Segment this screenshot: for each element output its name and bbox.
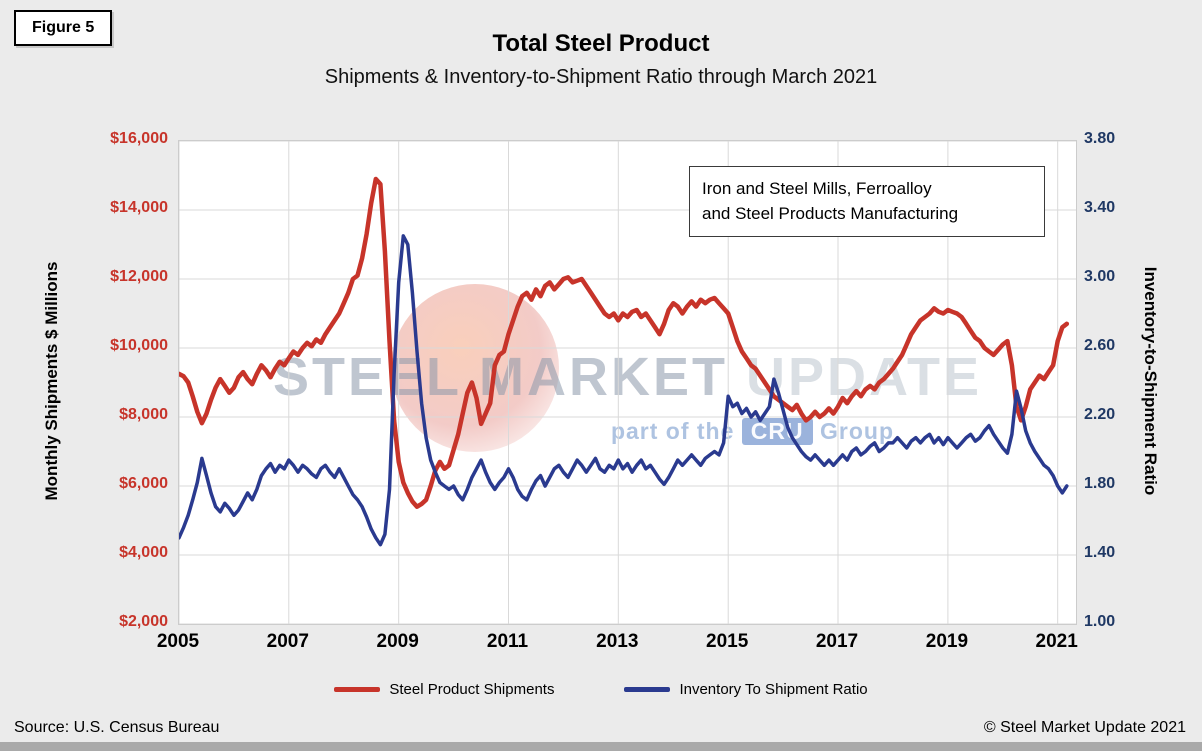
x-axis-tick-labels: 2005 2007 2009 2011 2013 2015 2017 2019 2021 — [157, 631, 1078, 659]
left-axis-title: Monthly Shipments $ Millions — [42, 261, 61, 501]
left-tick-label: $4,000 — [119, 544, 168, 561]
left-tick-label: $8,000 — [119, 406, 168, 423]
plot-area: STEEL MARKET UPDATE part of the CRU Grou… — [178, 140, 1077, 625]
chart-title: Total Steel Product — [492, 30, 710, 57]
x-tick-label: 2009 — [376, 631, 419, 652]
legend-swatch-icon — [624, 687, 671, 692]
left-tick-label: $14,000 — [110, 199, 168, 216]
left-tick-label: $12,000 — [110, 268, 168, 285]
x-tick-label: 2013 — [596, 631, 639, 652]
x-tick-label: 2005 — [156, 631, 200, 652]
x-tick-label: 2021 — [1035, 631, 1078, 652]
left-tick-label: $2,000 — [119, 613, 168, 630]
right-tick-label: 1.40 — [1084, 544, 1116, 561]
right-tick-label: 3.40 — [1084, 199, 1116, 216]
chart-svg — [179, 141, 1076, 624]
source-note: Source: U.S. Census Bureau — [14, 719, 220, 736]
right-tick-label: 3.00 — [1084, 268, 1116, 285]
right-tick-label: 3.80 — [1084, 130, 1116, 147]
chart-subtitle: Shipments & Inventory-to-Shipment Ratio … — [324, 66, 878, 88]
x-tick-label: 2017 — [815, 631, 859, 652]
annotation-line-1: Iron and Steel Mills, Ferroalloy — [702, 179, 932, 198]
ratio-line — [179, 234, 1069, 547]
legend-label: Inventory To Shipment Ratio — [679, 681, 868, 698]
shipments-line — [179, 176, 1070, 509]
right-tick-label: 1.80 — [1084, 475, 1116, 492]
annotation-box: Iron and Steel Mills, Ferroalloy and Ste… — [689, 166, 1045, 238]
x-tick-label: 2019 — [925, 631, 969, 652]
left-tick-label: $10,000 — [110, 337, 168, 354]
figure-number-label: Figure 5 — [14, 10, 113, 46]
x-tick-label: 2011 — [486, 631, 529, 652]
legend-swatch-icon — [334, 687, 381, 692]
legend-label: Steel Product Shipments — [389, 681, 555, 698]
x-tick-label: 2007 — [266, 631, 309, 652]
right-tick-label: 2.20 — [1084, 406, 1116, 423]
figure-number-text: Figure 5 — [32, 19, 95, 36]
x-tick-label: 2015 — [706, 631, 749, 652]
legend: Steel Product Shipments Inventory To Ship… — [0, 681, 1202, 698]
left-tick-label: $16,000 — [110, 130, 168, 147]
left-tick-label: $6,000 — [119, 475, 168, 492]
left-axis-tick-labels: $16,000 $14,000 $12,000 $10,000 $8,000 $6,000… — [86, 130, 168, 630]
legend-item: Steel Product Shipments — [334, 681, 554, 698]
copyright-note: © Steel Market Update 2021 — [983, 719, 1186, 736]
title-block: Total Steel Product Shipments & Inventor… — [0, 30, 1202, 89]
bottom-bar — [0, 742, 1202, 751]
right-axis-tick-labels: 3.80 3.40 3.00 2.60 2.20 1.80 1.40 1.00 — [1084, 130, 1154, 630]
annotation-line-2: and Steel Products Manufacturing — [702, 203, 959, 223]
right-tick-label: 1.00 — [1084, 613, 1116, 630]
right-tick-label: 2.60 — [1084, 337, 1116, 354]
legend-item: Inventory To Shipment Ratio — [624, 681, 868, 698]
